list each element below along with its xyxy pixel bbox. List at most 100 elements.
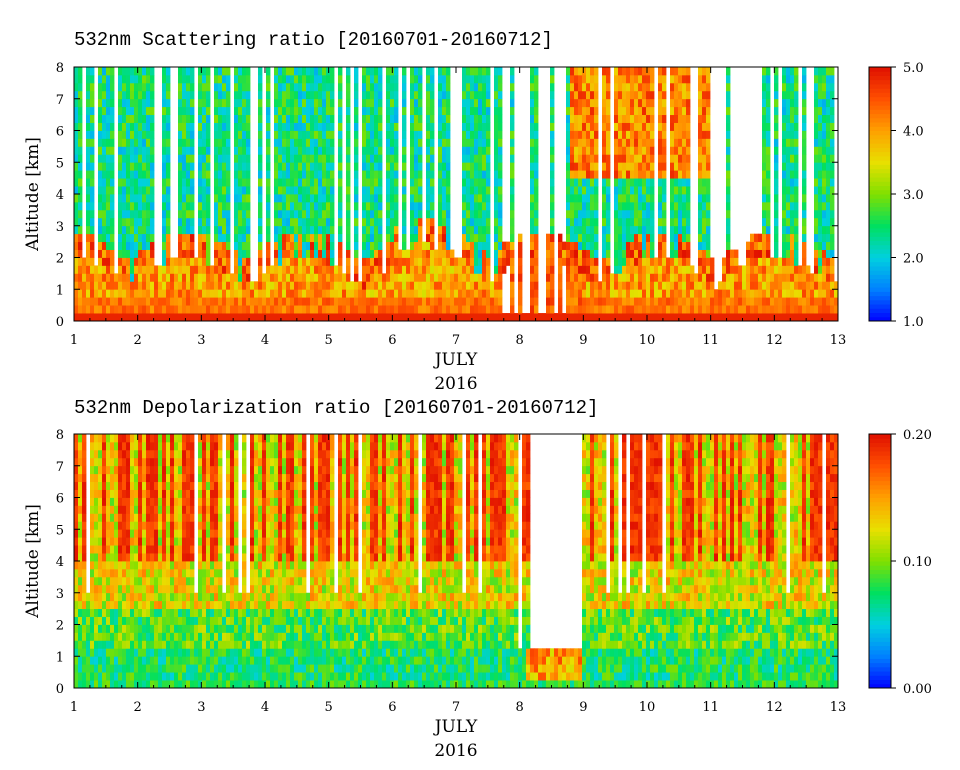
heatmap-cell <box>482 162 487 171</box>
heatmap-cell <box>618 90 623 100</box>
colorbar-tick-label: 5.0 <box>903 61 924 76</box>
heatmap-cell <box>102 305 107 314</box>
heatmap-cell <box>658 257 663 266</box>
heatmap-cell <box>726 162 731 171</box>
heatmap-cell <box>258 265 263 274</box>
heatmap-cell <box>118 289 123 298</box>
heatmap-cell <box>214 130 219 139</box>
heatmap-cell <box>202 249 207 258</box>
heatmap-cell <box>90 434 95 443</box>
heatmap-cell <box>78 138 83 147</box>
heatmap-cell <box>110 648 115 657</box>
heatmap-cell <box>278 289 283 298</box>
heatmap-cell <box>822 194 827 203</box>
heatmap-cell <box>474 217 479 227</box>
heatmap-cell <box>330 305 335 314</box>
heatmap-cell <box>738 289 743 298</box>
heatmap-cell <box>162 313 167 322</box>
heatmap-cell <box>642 90 647 100</box>
colorbar-segment <box>869 92 891 98</box>
heatmap-cell <box>494 225 499 235</box>
heatmap-cell <box>626 305 631 314</box>
heatmap-cell <box>198 241 203 250</box>
heatmap-cell <box>290 98 295 108</box>
heatmap-cell <box>818 225 823 235</box>
heatmap-cell <box>582 209 587 219</box>
heatmap-cell <box>330 178 335 187</box>
heatmap-cell <box>294 194 299 203</box>
heatmap-cell <box>414 82 419 92</box>
heatmap-cell <box>442 297 447 306</box>
heatmap-cell <box>690 297 695 306</box>
heatmap-cell <box>394 257 399 266</box>
heatmap-cell <box>190 281 195 290</box>
heatmap-cell <box>262 289 267 298</box>
heatmap-cell <box>694 281 699 290</box>
heatmap-cell <box>302 225 307 235</box>
heatmap-cell <box>578 67 583 76</box>
heatmap-cell <box>822 249 827 258</box>
heatmap-cell <box>78 656 83 665</box>
heatmap-cell <box>354 154 359 163</box>
heatmap-cell <box>678 98 683 108</box>
heatmap-cell <box>222 106 227 116</box>
heatmap-cell <box>418 273 423 282</box>
heatmap-cell <box>90 233 95 243</box>
heatmap-cell <box>578 186 583 195</box>
heatmap-cell <box>314 67 319 76</box>
heatmap-cell <box>74 281 79 290</box>
heatmap-cell <box>498 273 503 282</box>
heatmap-cell <box>578 90 583 100</box>
heatmap-cell <box>370 178 375 187</box>
heatmap-cell <box>90 98 95 108</box>
heatmap-cell <box>418 194 423 203</box>
heatmap-cell <box>74 457 79 467</box>
heatmap-cell <box>622 90 627 100</box>
heatmap-cell <box>626 170 631 179</box>
heatmap-cell <box>222 122 227 131</box>
heatmap-cell <box>678 154 683 163</box>
heatmap-cell <box>178 257 183 266</box>
heatmap-cell <box>602 130 607 139</box>
heatmap-cell <box>218 130 223 139</box>
heatmap-cell <box>818 281 823 290</box>
heatmap-cell <box>634 106 639 116</box>
heatmap-cell <box>430 154 435 163</box>
heatmap-cell <box>830 265 835 274</box>
heatmap-cell <box>374 74 379 84</box>
heatmap-cell <box>498 106 503 116</box>
heatmap-cell <box>146 74 151 84</box>
heatmap-cell <box>234 178 239 187</box>
heatmap-cell <box>426 90 431 100</box>
heatmap-cell <box>186 170 191 179</box>
heatmap-cell <box>742 265 747 274</box>
heatmap-cell <box>618 273 623 282</box>
heatmap-cell <box>282 265 287 274</box>
heatmap-cell <box>362 194 367 203</box>
heatmap-cell <box>362 130 367 139</box>
heatmap-cell <box>150 98 155 108</box>
heatmap-cell <box>78 297 83 306</box>
heatmap-cell <box>370 138 375 147</box>
heatmap-cell <box>794 114 799 123</box>
heatmap-cell <box>634 98 639 108</box>
heatmap-cell <box>642 114 647 123</box>
heatmap-cell <box>814 257 819 266</box>
heatmap-cell <box>246 67 251 76</box>
heatmap-cell <box>466 178 471 187</box>
heatmap-cell <box>106 186 111 195</box>
heatmap-cell <box>86 98 91 108</box>
heatmap-cell <box>582 297 587 306</box>
heatmap-cell <box>642 257 647 266</box>
heatmap-cell <box>374 154 379 163</box>
heatmap-cell <box>774 201 779 211</box>
colorbar-segment <box>869 304 891 309</box>
heatmap-cell <box>98 186 103 195</box>
colorbar-segment <box>869 265 891 271</box>
heatmap-cell <box>670 114 675 123</box>
heatmap-cell <box>814 305 819 314</box>
heatmap-cell <box>730 313 735 322</box>
heatmap-cell <box>74 162 79 171</box>
heatmap-cell <box>106 138 111 147</box>
heatmap-cell <box>578 170 583 179</box>
